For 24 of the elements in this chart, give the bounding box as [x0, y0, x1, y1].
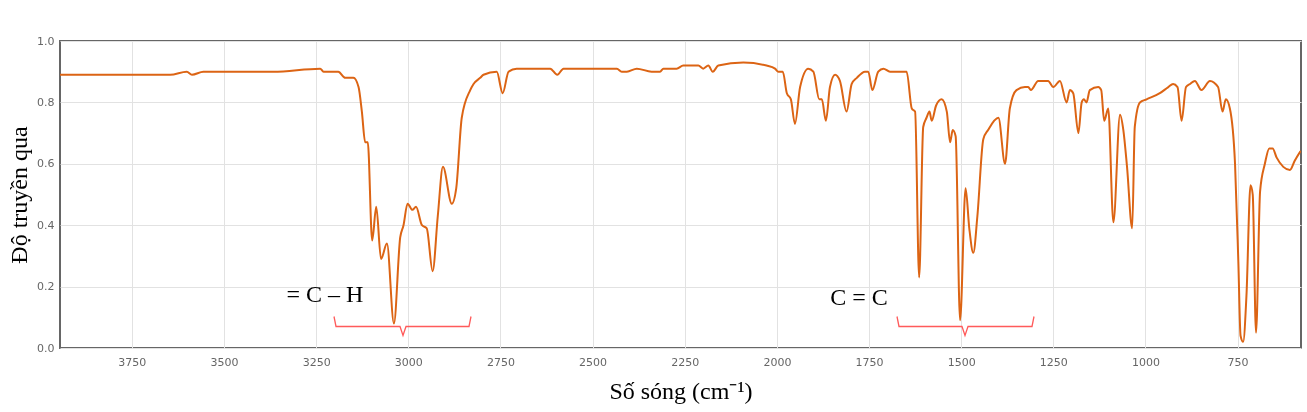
annotation: = C – H — [286, 281, 364, 307]
x-tick-label: 1000 — [1131, 355, 1160, 369]
x-tick-label: 2750 — [486, 355, 515, 369]
x-tick-label: 3000 — [394, 355, 423, 369]
x-tick-label: 3250 — [302, 355, 331, 369]
x-tick-label: 1250 — [1039, 355, 1068, 369]
y-tick-label: 0.0 — [37, 341, 55, 355]
line-series — [60, 61, 1301, 343]
y-axis-title: Độ truyền qua — [6, 126, 33, 264]
annotation: C = C — [830, 284, 888, 310]
y-tick-label: 0.4 — [37, 218, 55, 232]
x-axis-title: Số sóng (cm⁻¹) — [609, 377, 753, 404]
x-tick-label: 2500 — [579, 355, 608, 369]
x-tick-label: 1750 — [855, 355, 884, 369]
x-tick-label: 3500 — [210, 355, 239, 369]
x-tick-label: 2250 — [671, 355, 700, 369]
y-tick-label: 0.6 — [37, 157, 55, 171]
y-tick-label: 0.8 — [37, 95, 55, 109]
y-tick-label: 1.0 — [37, 34, 55, 48]
x-tick-label: 2000 — [763, 355, 792, 369]
x-tick-label: 3750 — [118, 355, 147, 369]
y-tick-label: 0.2 — [37, 280, 55, 294]
x-tick-label: 1500 — [947, 355, 976, 369]
x-tick-label: 750 — [1227, 355, 1249, 369]
